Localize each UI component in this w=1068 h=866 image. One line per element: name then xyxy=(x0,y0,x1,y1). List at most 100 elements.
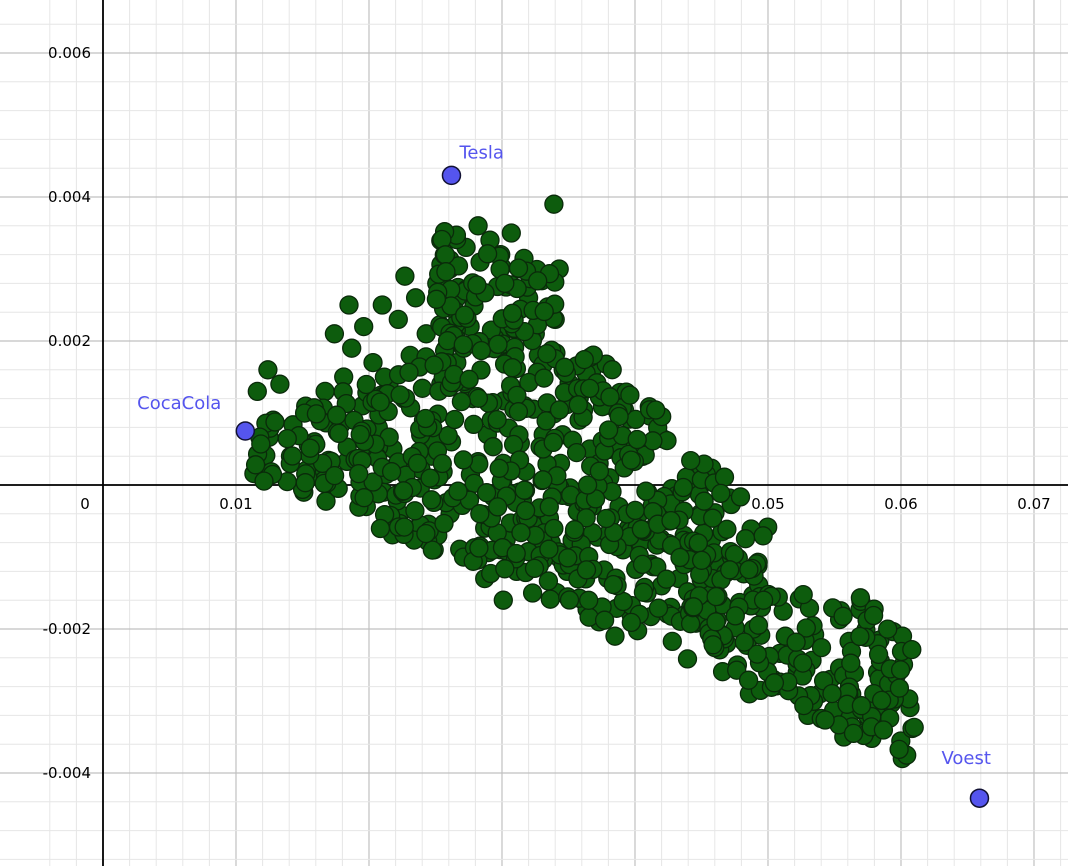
data-point xyxy=(576,560,597,580)
data-point xyxy=(453,450,474,470)
data-point xyxy=(555,357,575,377)
data-point xyxy=(245,455,266,475)
data-point xyxy=(437,331,458,351)
data-point xyxy=(388,309,408,330)
data-point xyxy=(558,548,578,568)
data-point xyxy=(539,539,559,559)
data-point xyxy=(537,344,557,364)
data-point xyxy=(863,605,884,626)
data-point xyxy=(390,385,410,405)
data-point xyxy=(636,481,656,501)
data-point xyxy=(506,543,526,564)
data-point xyxy=(306,404,327,424)
data-point xyxy=(579,590,599,610)
data-point xyxy=(422,540,443,560)
x-tick-label: 0.06 xyxy=(884,495,917,513)
data-point xyxy=(434,513,454,534)
data-point xyxy=(247,381,267,402)
data-point xyxy=(277,428,297,449)
data-point xyxy=(407,453,428,473)
y-tick-label: 0.004 xyxy=(48,188,91,206)
data-point xyxy=(576,508,596,528)
data-point xyxy=(631,519,652,539)
x-tick-label: 0.07 xyxy=(1017,495,1050,513)
data-point xyxy=(540,589,560,609)
data-point xyxy=(471,340,491,361)
data-point xyxy=(833,606,853,626)
data-point xyxy=(282,446,303,466)
data-point xyxy=(656,569,677,589)
data-point xyxy=(508,258,529,278)
data-point xyxy=(435,245,456,265)
data-point xyxy=(468,388,489,408)
data-point xyxy=(393,481,414,501)
data-point xyxy=(488,497,508,517)
data-point xyxy=(566,442,587,463)
data-point xyxy=(794,695,814,716)
data-point xyxy=(415,408,436,429)
data-point xyxy=(625,500,645,521)
data-point xyxy=(372,295,392,315)
data-point xyxy=(354,316,374,337)
data-point xyxy=(381,462,402,482)
data-point xyxy=(544,518,564,539)
data-point xyxy=(329,423,349,444)
data-point xyxy=(495,559,515,579)
data-point xyxy=(670,547,690,568)
data-point xyxy=(627,429,647,450)
data-point xyxy=(822,683,842,704)
x-tick-label: 0 xyxy=(80,495,90,513)
data-point xyxy=(633,582,654,602)
data-point xyxy=(843,723,864,744)
data-point xyxy=(444,409,465,430)
data-point xyxy=(534,301,554,322)
data-point xyxy=(432,453,452,474)
data-point xyxy=(602,360,622,380)
data-point xyxy=(395,266,415,286)
data-point xyxy=(502,358,523,378)
data-point xyxy=(349,464,369,484)
data-point xyxy=(603,574,623,595)
data-point xyxy=(680,614,701,634)
data-point xyxy=(694,491,714,511)
highlight-label-voest: Voest xyxy=(941,748,990,769)
y-tick-label: -0.002 xyxy=(43,620,91,638)
data-point xyxy=(254,471,274,491)
data-point xyxy=(370,518,391,539)
data-point xyxy=(405,288,426,308)
data-point xyxy=(564,520,585,540)
data-point xyxy=(748,615,769,635)
data-point xyxy=(568,395,588,415)
data-point xyxy=(734,632,754,652)
data-point xyxy=(258,360,278,380)
data-point xyxy=(850,626,870,647)
x-tick-labels: 0 0.01 0.05 0.06 0.07 xyxy=(80,495,1050,513)
data-point xyxy=(793,653,813,673)
data-point xyxy=(738,670,759,690)
data-point xyxy=(488,334,508,355)
data-point xyxy=(673,477,693,498)
data-point xyxy=(416,523,436,544)
data-point xyxy=(539,497,559,517)
data-point xyxy=(405,501,425,521)
data-point xyxy=(793,584,813,605)
data-point xyxy=(508,402,529,422)
data-point xyxy=(600,387,620,407)
data-point xyxy=(469,538,489,558)
data-point xyxy=(621,612,641,633)
data-point xyxy=(544,194,564,214)
data-point xyxy=(511,522,531,543)
data-point xyxy=(501,223,521,243)
data-point xyxy=(436,262,456,282)
data-point xyxy=(579,607,599,627)
y-tick-labels: 0.006 0.004 0.002 -0.002 -0.004 xyxy=(43,44,91,782)
data-point xyxy=(841,653,861,673)
data-point xyxy=(594,610,615,630)
data-point xyxy=(468,216,488,236)
data-point xyxy=(502,303,523,323)
data-point xyxy=(753,590,774,610)
data-point xyxy=(580,378,600,399)
data-point xyxy=(324,465,345,486)
data-point xyxy=(515,500,536,521)
data-point xyxy=(589,461,610,481)
